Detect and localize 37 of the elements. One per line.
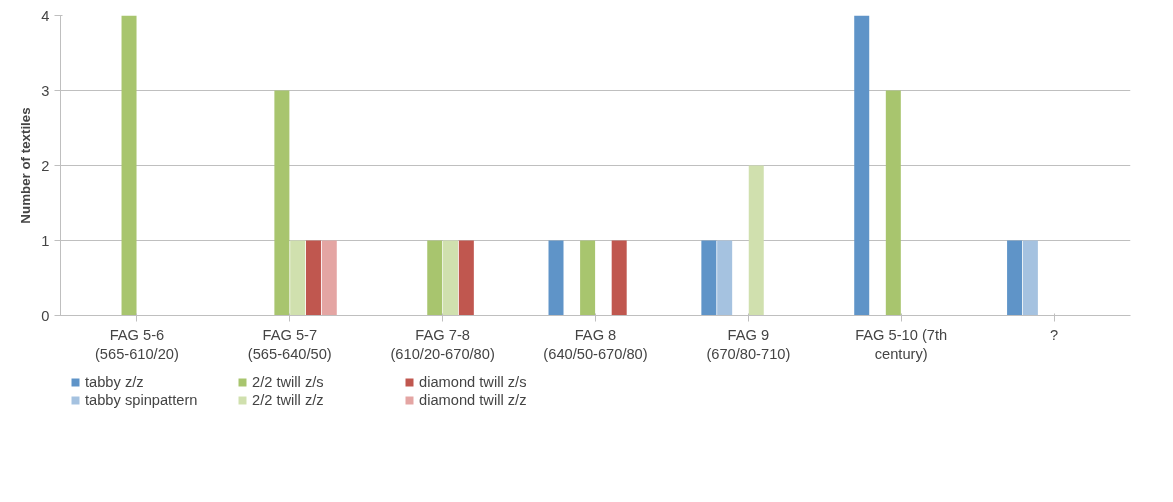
bar: [885, 90, 901, 316]
bar: [611, 240, 627, 316]
bar: [701, 240, 717, 316]
x-tick-label: ?: [1050, 326, 1059, 343]
bar: [321, 240, 337, 316]
x-tick-label: FAG 5-6 (565-610/20): [94, 326, 179, 362]
bar: [1022, 240, 1038, 316]
y-tick-label: 0: [41, 307, 50, 324]
x-tick-label: FAG 8 (640/50-670/80): [543, 326, 648, 362]
legend-label: diamond twill z/z: [419, 392, 528, 408]
bar: [290, 240, 306, 316]
bar: [854, 15, 870, 316]
bar: [458, 240, 474, 316]
x-tick-label: FAG 9 (670/80-710): [706, 326, 791, 362]
bar: [305, 240, 321, 316]
bar: [717, 240, 733, 316]
bar: [580, 240, 596, 316]
y-tick-label: 4: [41, 7, 50, 24]
y-axis-title: Number of textiles: [18, 107, 34, 224]
legend-label: tabby z/z: [85, 374, 145, 390]
legend-label: diamond twill z/s: [419, 374, 528, 390]
legend-label: 2/2 twill z/s: [252, 374, 325, 390]
x-tick-label: FAG 5-7 (565-640/50): [247, 326, 332, 362]
y-tick-label: 2: [41, 157, 50, 174]
bar: [274, 90, 290, 316]
x-tick-label: FAG 5-10 (7th century): [855, 326, 948, 362]
legend-label: tabby spinpattern: [85, 392, 199, 408]
bar: [427, 240, 443, 316]
bar: [121, 15, 137, 316]
bar: [443, 240, 459, 316]
y-tick-label: 1: [41, 232, 50, 249]
bar: [748, 165, 764, 316]
bar: [1007, 240, 1023, 316]
legend-label: 2/2 twill z/z: [252, 392, 325, 408]
y-tick-label: 3: [41, 82, 50, 99]
x-tick-label: FAG 7-8 (610/20-670/80): [390, 326, 495, 362]
bar: [548, 240, 564, 316]
